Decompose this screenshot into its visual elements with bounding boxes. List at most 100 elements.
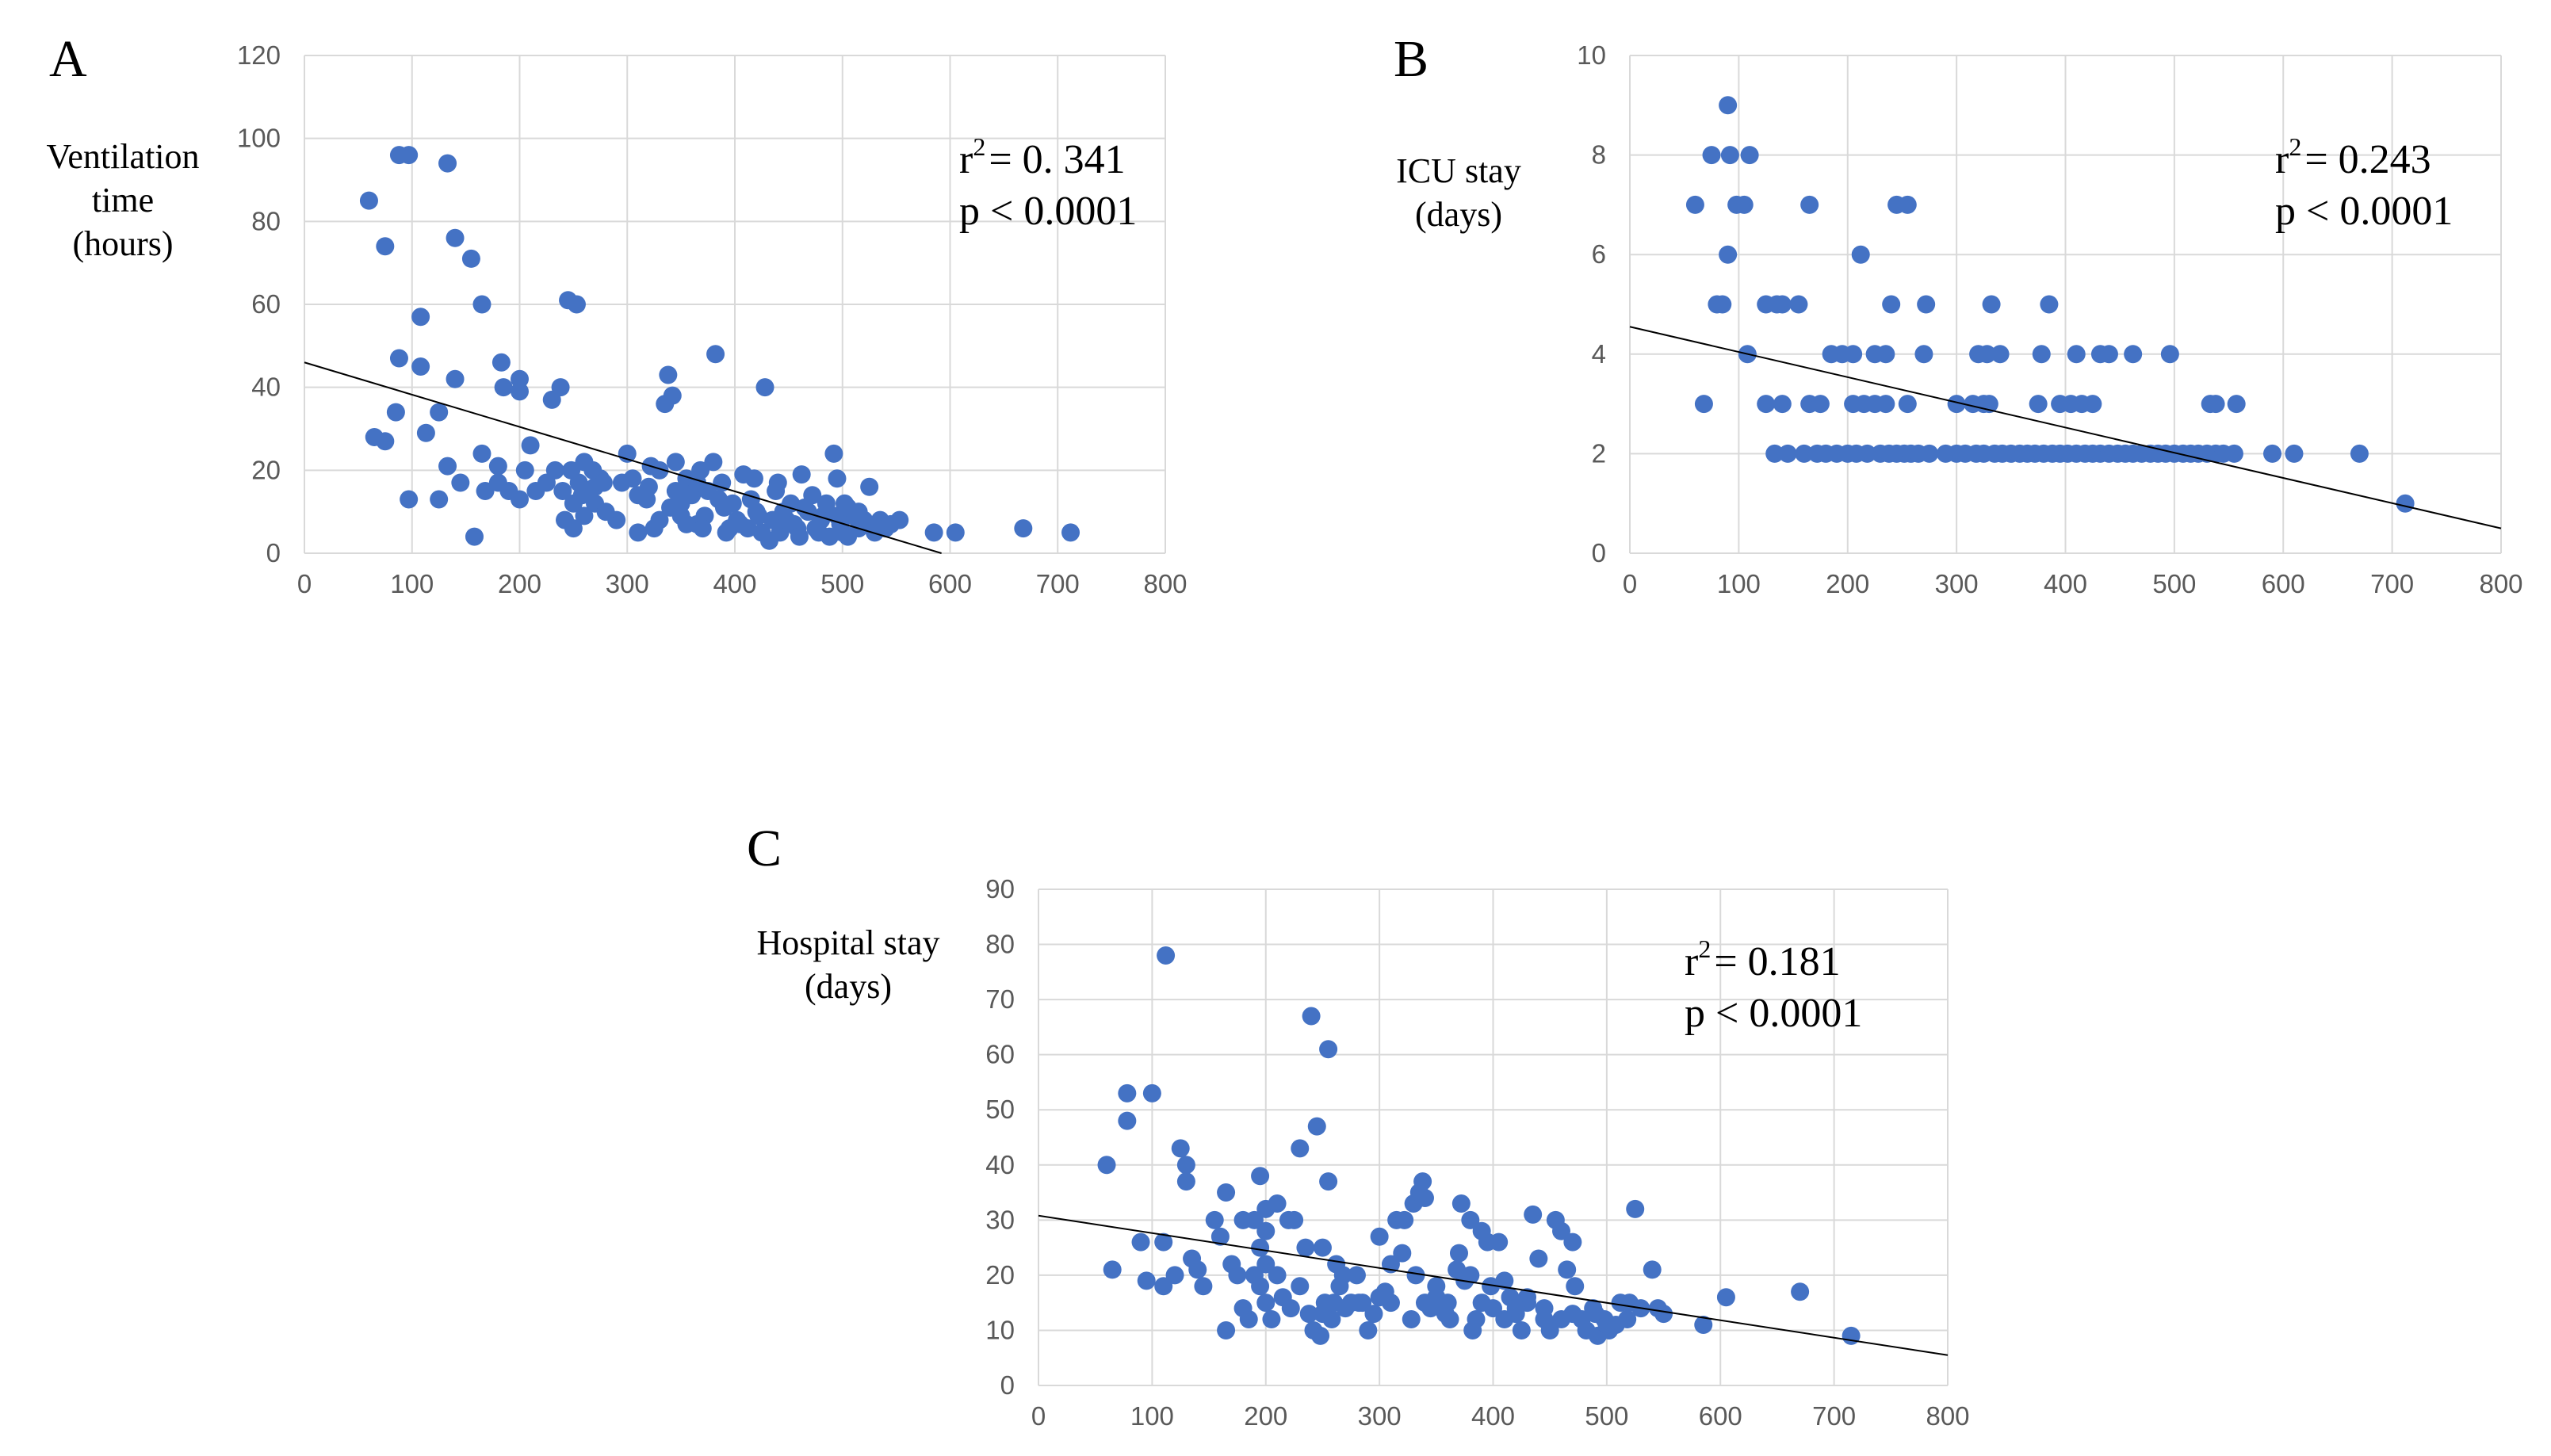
y-tick-label: 80 [985,930,1015,959]
data-point [1685,195,1704,214]
data-point [564,519,583,538]
data-point [376,237,395,256]
data-point [639,477,658,496]
data-point [562,460,581,480]
data-point [594,473,613,492]
x-tick-label: 400 [1471,1401,1515,1431]
data-point [446,369,465,388]
data-point [1702,146,1721,165]
data-point [1313,1238,1332,1257]
data-point [1991,345,2010,364]
trendline [304,361,942,554]
data-point [1307,1117,1326,1136]
data-point [1482,1277,1501,1296]
data-point [1103,1260,1122,1279]
y-tick-label: 70 [985,984,1015,1014]
data-point [1719,96,1738,115]
y-axis-label: (days) [805,967,892,1006]
data-point [1014,519,1033,538]
data-point [693,519,712,538]
x-tick-label: 200 [1244,1401,1287,1431]
data-point [663,386,682,405]
data-point [411,357,430,376]
data-point [1176,1156,1195,1175]
data-point [1319,1172,1338,1191]
data-point [1171,1139,1190,1158]
data-point [1239,1310,1258,1329]
data-point [752,523,771,542]
data-point [677,514,696,533]
data-point [400,490,419,509]
data-point [1914,345,1933,364]
r-squared-annotation: r2= 0. 341 [959,132,1126,182]
data-point [438,457,457,476]
x-tick-label: 700 [1036,569,1080,598]
data-point [386,403,405,422]
data-point [359,191,378,210]
data-point [2029,395,2048,414]
y-tick-label: 6 [1592,239,1606,269]
data-point [1773,395,1792,414]
data-point [465,527,484,546]
y-tick-label: 120 [237,40,281,70]
data-point [1558,1260,1577,1279]
data-point [2224,444,2243,463]
data-point [1618,1310,1637,1329]
data-point [1472,1294,1491,1313]
data-point [1118,1083,1137,1103]
x-tick-label: 200 [498,569,541,598]
x-tick-label: 600 [928,569,972,598]
data-point [1296,1238,1315,1257]
data-point [451,473,470,492]
data-point [817,494,836,513]
x-tick-label: 300 [606,569,649,598]
y-tick-label: 100 [237,124,281,153]
data-point [1720,146,1739,165]
x-tick-label: 200 [1826,569,1869,598]
y-tick-label: 40 [251,373,281,402]
data-point [1920,444,1939,463]
data-point [2263,444,2282,463]
y-tick-label: 30 [985,1205,1015,1234]
data-point [1620,1294,1639,1313]
data-point [1716,1288,1735,1307]
data-point [1643,1260,1662,1279]
data-point [1719,245,1738,264]
y-tick-label: 0 [1592,538,1606,567]
data-point [572,486,591,505]
x-tick-label: 700 [2370,569,2414,598]
x-tick-label: 600 [2262,569,2305,598]
data-point [1851,245,1870,264]
data-point [515,460,534,480]
data-point [1734,195,1754,214]
data-point [2099,345,2118,364]
y-tick-label: 20 [985,1260,1015,1290]
y-tick-label: 40 [985,1150,1015,1179]
data-point [1765,444,1784,463]
x-tick-label: 100 [390,569,434,598]
y-tick-label: 0 [266,538,281,567]
data-point [890,510,909,529]
data-point [2160,345,2179,364]
data-point [1330,1277,1349,1296]
data-point [376,432,395,451]
data-point [1205,1210,1224,1229]
y-tick-label: 80 [251,206,281,235]
data-point [461,249,480,268]
data-point [1597,1315,1616,1334]
data-point [1176,1172,1195,1191]
data-point [790,527,809,546]
panel-letter: A [49,30,87,88]
x-tick-label: 400 [2044,569,2087,598]
data-point [542,390,561,409]
data-point [709,490,729,509]
data-point [1440,1310,1459,1329]
data-point [666,453,685,472]
data-point [1552,1221,1571,1240]
data-point [1586,1305,1605,1324]
y-axis-label: (days) [1415,195,1502,234]
data-point [1490,1232,1509,1252]
data-point [860,477,879,496]
x-tick-label: 800 [1143,569,1187,598]
